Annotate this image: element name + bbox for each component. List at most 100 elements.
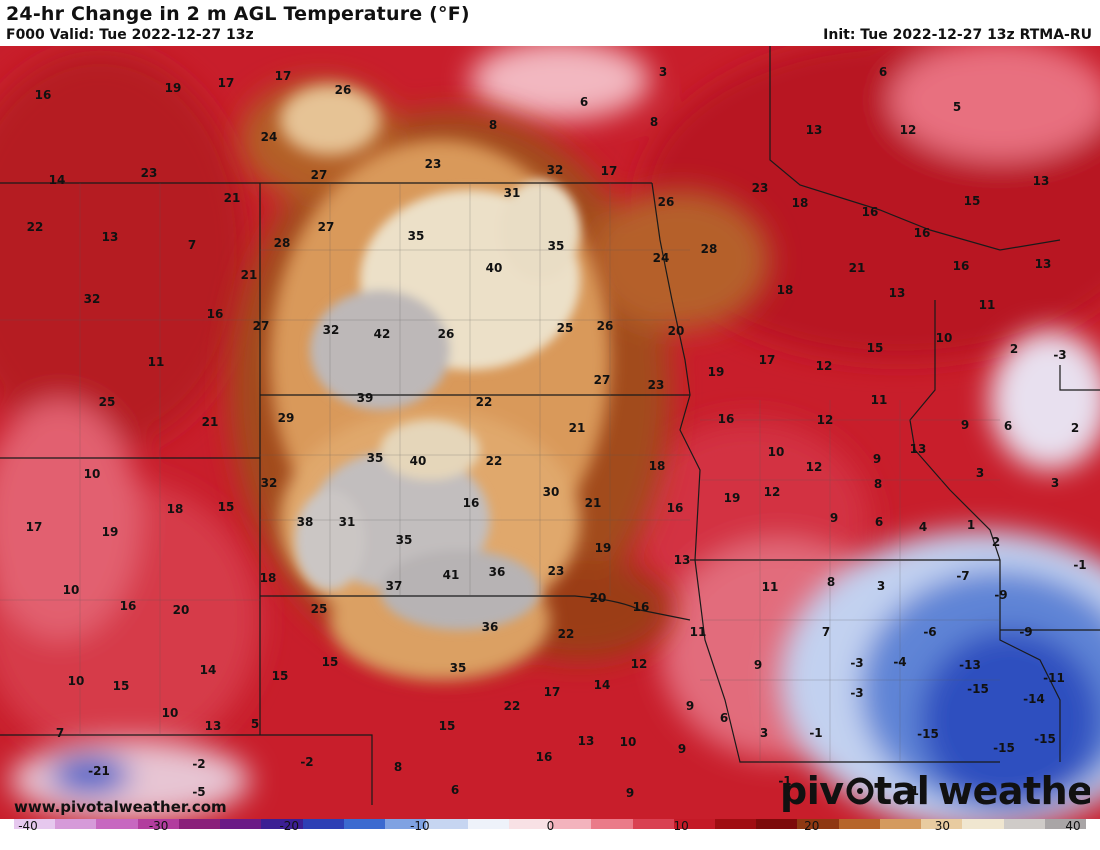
colorbar-segment xyxy=(55,819,97,829)
colorbar-segment xyxy=(343,819,386,829)
temperature-change-value: 25 xyxy=(556,321,574,335)
temperature-change-value: 11 xyxy=(978,298,996,312)
temperature-change-value: 3 xyxy=(975,466,985,480)
temperature-change-value: 3 xyxy=(759,726,769,740)
temperature-change-value: 10 xyxy=(67,674,85,688)
temperature-change-value: 12 xyxy=(630,657,648,671)
temperature-change-value: 9 xyxy=(829,511,839,525)
temperature-change-value: 26 xyxy=(596,319,614,333)
temperature-change-value: 9 xyxy=(960,418,970,432)
temperature-change-value: 13 xyxy=(101,230,119,244)
county-lines xyxy=(0,183,1000,762)
map-panel[interactable]: 16 19 17 17 26 3 6 6 5 8 8 13 12 24 23 17 32 14 23 27 13 23 31… xyxy=(0,46,1100,819)
temperature-change-value: 9 xyxy=(625,786,635,800)
colorbar-segment xyxy=(220,819,262,829)
temperature-change-value: 28 xyxy=(700,242,718,256)
temperature-change-value: -2 xyxy=(300,755,314,769)
temperature-change-value: 13 xyxy=(204,719,222,733)
temperature-change-value: 23 xyxy=(424,157,442,171)
temperature-change-value: 7 xyxy=(821,625,831,639)
temperature-change-value: 17 xyxy=(600,164,618,178)
temperature-change-value: 14 xyxy=(593,678,611,692)
temperature-change-value: -1 xyxy=(809,726,823,740)
temperature-change-value: -6 xyxy=(923,625,937,639)
temperature-change-value: 17 xyxy=(217,76,235,90)
map-title: 24-hr Change in 2 m AGL Temperature (°F) xyxy=(6,3,470,25)
temperature-change-value: 29 xyxy=(277,411,295,425)
temperature-change-value: 13 xyxy=(1034,257,1052,271)
init-time: Init: Tue 2022-12-27 13z RTMA-RU xyxy=(823,27,1092,43)
temperature-change-value: 13 xyxy=(909,442,927,456)
temperature-change-value: 6 xyxy=(874,515,884,529)
temperature-change-value: 9 xyxy=(753,658,763,672)
colorbar-segment xyxy=(838,819,880,829)
temperature-change-value: 25 xyxy=(98,395,116,409)
colorbar-segment xyxy=(1044,819,1087,829)
temperature-change-value: 8 xyxy=(873,477,883,491)
temperature-change-value: -14 xyxy=(1023,692,1045,706)
temperature-change-value: 18 xyxy=(791,196,809,210)
temperature-change-value: -3 xyxy=(1053,348,1067,362)
temperature-change-value: -21 xyxy=(88,764,110,778)
temperature-change-value: 15 xyxy=(866,341,884,355)
temperature-change-value: 19 xyxy=(723,491,741,505)
temperature-change-value: 9 xyxy=(872,452,882,466)
temperature-change-value: 16 xyxy=(913,226,931,240)
temperature-change-value: 6 xyxy=(450,783,460,797)
colorbar-tick-label: 10 xyxy=(673,819,689,833)
gear-icon xyxy=(846,777,874,805)
colorbar-segment xyxy=(178,819,221,829)
temperature-change-value: 2 xyxy=(991,535,1001,549)
temperature-change-value: 14 xyxy=(199,663,217,677)
temperature-change-value: 5 xyxy=(952,100,962,114)
temperature-change-value: 26 xyxy=(437,327,455,341)
temperature-change-value: 11 xyxy=(147,355,165,369)
colorbar-strip xyxy=(14,819,1087,829)
colorbar-segment xyxy=(673,819,715,829)
svg-text:tal: tal xyxy=(874,770,929,813)
valid-time: F000 Valid: Tue 2022-12-27 13z xyxy=(6,27,254,43)
temperature-change-value: 10 xyxy=(83,467,101,481)
colorbar: -40 -30 -20 -10 0 10 20 30 40 xyxy=(14,819,1087,847)
temperature-change-value: 17 xyxy=(758,353,776,367)
colorbar-segment xyxy=(385,819,427,829)
temperature-change-value: 19 xyxy=(101,525,119,539)
temperature-change-value: 35 xyxy=(366,451,384,465)
temperature-change-value: 25 xyxy=(310,602,328,616)
temperature-change-value: 27 xyxy=(593,373,611,387)
svg-text:weather: weather xyxy=(938,770,1090,813)
website-url[interactable]: www.pivotalweather.com xyxy=(14,798,227,816)
temperature-change-value: 1 xyxy=(966,518,976,532)
temperature-change-value: 31 xyxy=(503,186,521,200)
temperature-change-value: 23 xyxy=(547,564,565,578)
colorbar-segment xyxy=(797,819,839,829)
temperature-change-value: -2 xyxy=(192,757,206,771)
colorbar-segment xyxy=(302,819,344,829)
colorbar-segment xyxy=(261,819,303,829)
cooling-field xyxy=(10,330,1100,819)
temperature-change-value: 26 xyxy=(334,83,352,97)
temperature-change-value: -15 xyxy=(967,682,989,696)
temperature-change-value: 17 xyxy=(543,685,561,699)
temperature-change-value: 15 xyxy=(963,194,981,208)
temperature-change-value: 10 xyxy=(161,706,179,720)
colorbar-tick-label: -10 xyxy=(410,819,430,833)
colorbar-segment xyxy=(921,819,963,829)
temperature-change-value: 22 xyxy=(503,699,521,713)
temperature-change-value: 15 xyxy=(271,669,289,683)
temperature-change-value: 22 xyxy=(557,627,575,641)
colorbar-tick-label: 30 xyxy=(934,819,951,833)
temperature-change-value: 11 xyxy=(689,625,707,639)
temperature-change-value: -3 xyxy=(850,686,864,700)
colorbar-segment xyxy=(426,819,468,829)
colorbar-tick-label: -40 xyxy=(18,819,38,833)
temperature-change-value: 21 xyxy=(584,496,602,510)
temperature-change-value: 11 xyxy=(910,784,928,798)
temperature-change-value: 12 xyxy=(805,460,823,474)
colorbar-segment xyxy=(879,819,922,829)
temperature-change-value: 19 xyxy=(707,365,725,379)
temperature-change-value: 21 xyxy=(223,191,241,205)
temperature-change-value: 11 xyxy=(870,393,888,407)
temperature-change-value: 35 xyxy=(407,229,425,243)
temperature-change-value: 23 xyxy=(647,378,665,392)
